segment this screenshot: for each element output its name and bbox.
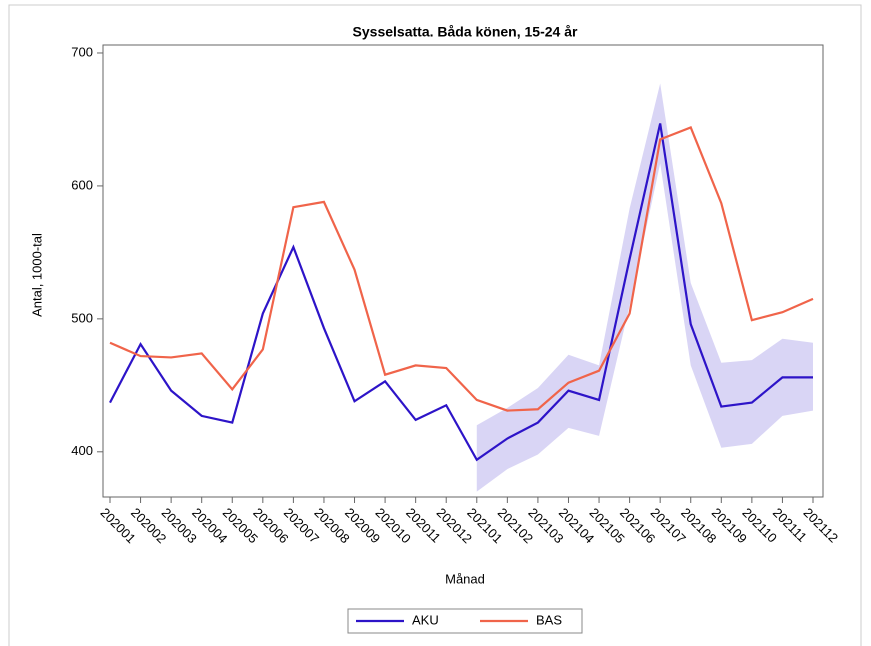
y-tick-label: 600	[71, 177, 93, 192]
line-bas	[109, 126, 814, 412]
legend-label: BAS	[536, 612, 562, 627]
plot-area	[102, 44, 824, 498]
y-tick-label: 500	[71, 310, 93, 325]
y-tick-label: 400	[71, 443, 93, 458]
line-aku	[109, 123, 813, 462]
y-axis-label: Antal, 1000-tal	[29, 233, 44, 317]
chart-title: Sysselsatta. Båda könen, 15-24 år	[353, 24, 578, 40]
x-tick-label: 202112	[800, 505, 841, 546]
legend-label: AKU	[412, 612, 439, 627]
y-tick-label: 700	[71, 44, 93, 59]
confidence-band	[476, 83, 813, 492]
frame	[8, 4, 862, 646]
x-axis-label: Månad	[445, 571, 485, 586]
